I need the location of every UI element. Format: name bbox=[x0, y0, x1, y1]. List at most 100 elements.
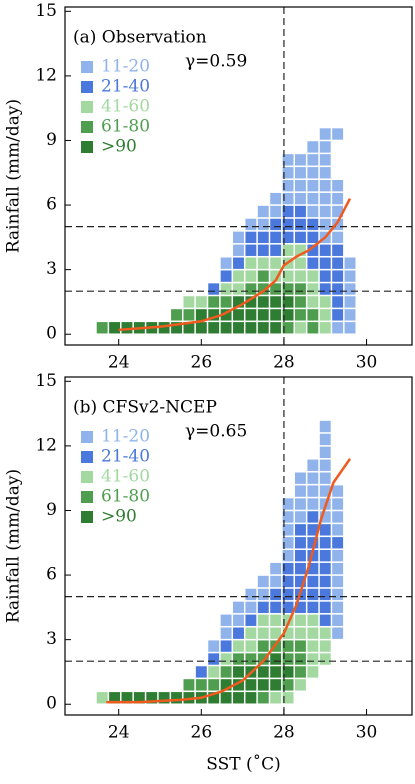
bin-cell bbox=[332, 550, 344, 562]
bin-cell bbox=[282, 296, 294, 308]
bin-cell bbox=[282, 167, 294, 179]
bin-cell bbox=[109, 692, 121, 704]
bin-cell bbox=[319, 640, 331, 652]
bin-cell bbox=[307, 154, 319, 166]
legend-swatch bbox=[81, 451, 93, 463]
bin-cell bbox=[307, 296, 319, 308]
bin-cell bbox=[233, 309, 244, 321]
bin-cell bbox=[233, 666, 244, 678]
bin-cell bbox=[295, 666, 306, 678]
x-tick-label: 26 bbox=[191, 353, 213, 373]
bin-cell bbox=[295, 270, 306, 282]
bin-cell bbox=[245, 601, 257, 614]
bin-cell bbox=[295, 218, 306, 231]
bin-cell bbox=[245, 257, 257, 269]
bin-cell bbox=[295, 601, 306, 614]
bin-cell bbox=[295, 167, 306, 179]
bin-cell bbox=[295, 231, 306, 244]
bin-cell bbox=[257, 692, 269, 704]
bin-cell bbox=[307, 601, 319, 614]
bin-cell bbox=[282, 498, 294, 510]
bin-cell bbox=[270, 601, 282, 614]
bin-cell bbox=[270, 218, 282, 231]
bin-cell bbox=[233, 640, 244, 652]
bin-cell bbox=[109, 322, 121, 334]
bin-cell bbox=[295, 640, 306, 652]
legend-label: 61-80 bbox=[101, 487, 150, 507]
bin-cell bbox=[245, 244, 257, 256]
x-tick-label: 30 bbox=[356, 353, 378, 373]
bin-cell bbox=[245, 231, 257, 244]
bin-cell bbox=[208, 679, 220, 691]
bin-cell bbox=[257, 575, 269, 588]
bin-cell bbox=[319, 154, 331, 166]
bin-cell bbox=[307, 485, 319, 497]
legend-swatch bbox=[81, 491, 93, 503]
bin-cell bbox=[319, 309, 331, 321]
plot-frame bbox=[64, 6, 413, 346]
bin-cell bbox=[183, 679, 195, 691]
bin-cell bbox=[270, 588, 282, 601]
bin-cell bbox=[295, 192, 306, 205]
bin-cell bbox=[282, 550, 294, 562]
bin-cell bbox=[270, 562, 282, 575]
bin-cell bbox=[233, 679, 244, 691]
bin-cell bbox=[257, 270, 269, 282]
plot-frame bbox=[64, 376, 413, 716]
bin-cell bbox=[344, 322, 356, 334]
bin-cell bbox=[332, 498, 344, 510]
bin-cell bbox=[270, 257, 282, 269]
bin-cell bbox=[319, 270, 331, 282]
bin-cell bbox=[319, 537, 331, 549]
bin-cell bbox=[295, 283, 306, 295]
x-tick-label: 24 bbox=[108, 353, 130, 373]
bin-cell bbox=[195, 666, 207, 678]
bin-cell bbox=[307, 666, 319, 678]
bin-cell bbox=[295, 309, 306, 321]
y-tick-label: 15 bbox=[35, 371, 57, 391]
bin-cell bbox=[319, 614, 331, 626]
bin-cell bbox=[307, 511, 319, 523]
bin-cell bbox=[233, 257, 244, 269]
bin-cell bbox=[220, 257, 232, 269]
bin-cell bbox=[233, 614, 244, 626]
bin-cell bbox=[319, 472, 331, 484]
bin-cell bbox=[245, 218, 257, 231]
bin-cell bbox=[319, 420, 331, 433]
bin-cell bbox=[295, 575, 306, 588]
bin-cell bbox=[332, 322, 344, 334]
bin-cell bbox=[282, 244, 294, 256]
bin-cell bbox=[270, 296, 282, 308]
bin-cell bbox=[307, 524, 319, 536]
bin-cell bbox=[270, 614, 282, 626]
bin-cell bbox=[208, 653, 220, 665]
bin-cell bbox=[183, 322, 195, 334]
bin-cell bbox=[220, 679, 232, 691]
bin-cell bbox=[319, 257, 331, 269]
bin-cell bbox=[282, 627, 294, 639]
bin-cell bbox=[208, 283, 220, 295]
bin-cell bbox=[307, 322, 319, 334]
bin-cell bbox=[332, 205, 344, 218]
bin-cell bbox=[332, 485, 344, 497]
bin-cell bbox=[257, 244, 269, 256]
bin-cell bbox=[233, 322, 244, 334]
bin-cell bbox=[344, 270, 356, 282]
legend-label: 41-60 bbox=[101, 467, 150, 487]
bin-cell bbox=[319, 562, 331, 575]
bin-cell bbox=[208, 296, 220, 308]
bin-cell bbox=[319, 167, 331, 179]
legend-swatch bbox=[81, 141, 93, 153]
legend-label: >90 bbox=[101, 137, 137, 157]
bin-cell bbox=[220, 692, 232, 704]
bin-cell bbox=[195, 679, 207, 691]
bin-cell bbox=[257, 653, 269, 665]
bin-cell bbox=[282, 679, 294, 691]
bin-cell bbox=[270, 627, 282, 639]
bin-cell bbox=[282, 640, 294, 652]
legend-swatch bbox=[81, 471, 93, 483]
y-tick-label: 0 bbox=[46, 694, 57, 714]
bin-cell bbox=[319, 627, 331, 639]
bin-cell bbox=[270, 575, 282, 588]
fit-line bbox=[106, 458, 352, 704]
